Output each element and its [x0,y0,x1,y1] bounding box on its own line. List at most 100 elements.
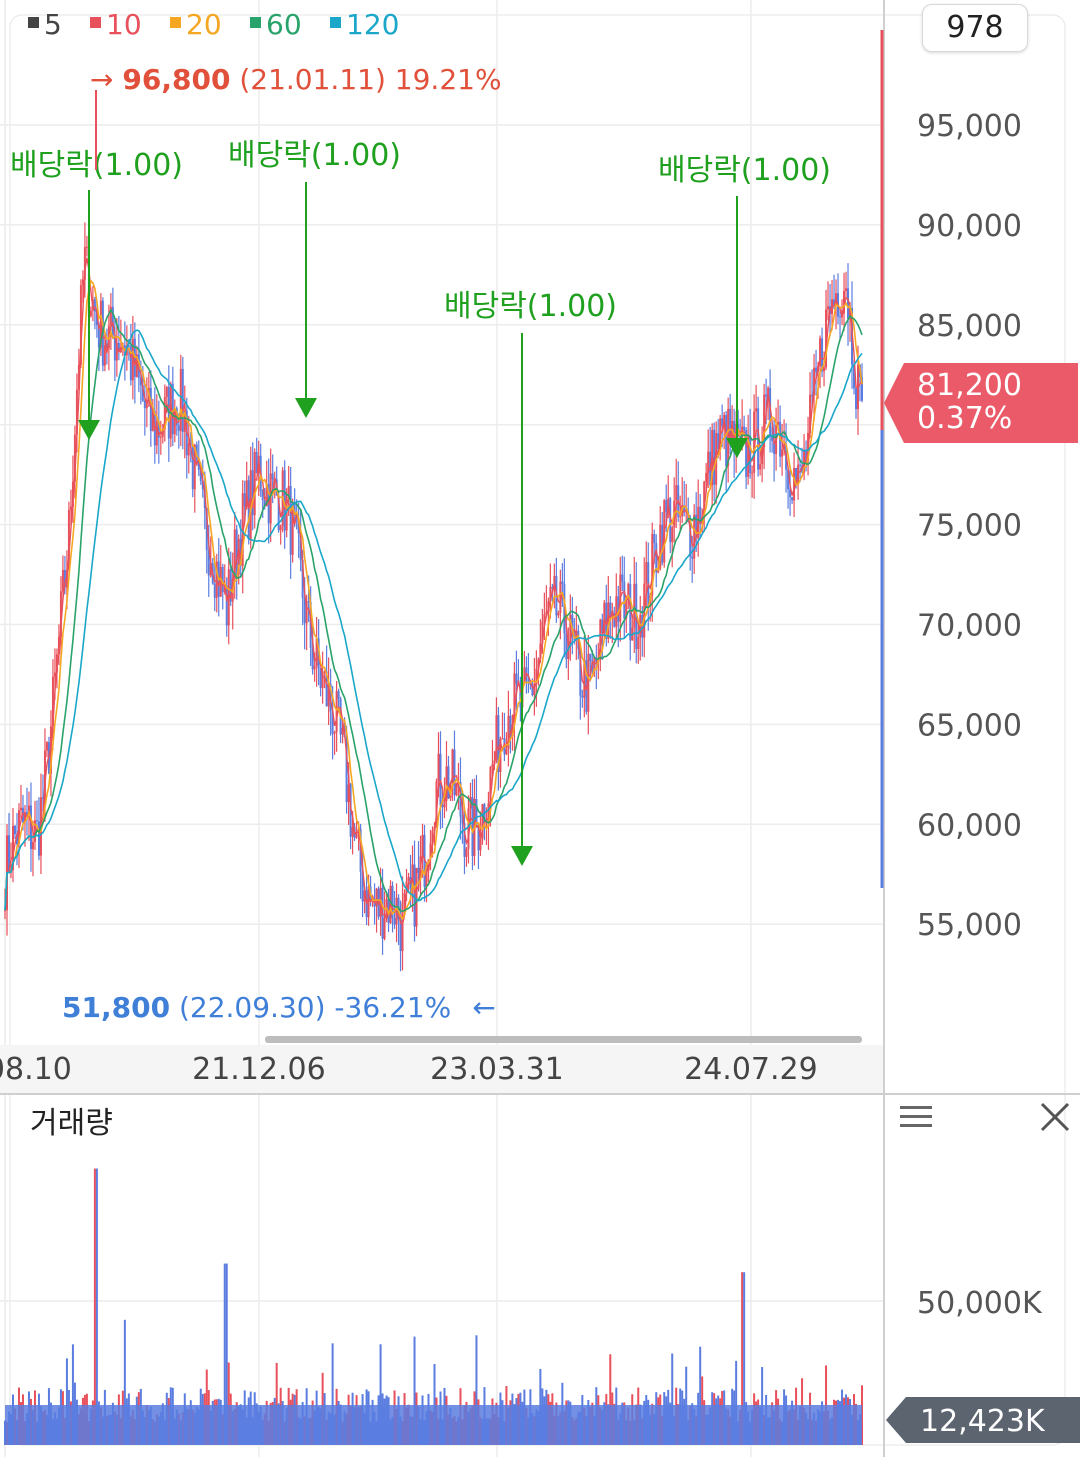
candle-body [181,368,184,432]
candle-body [199,469,202,481]
candle-body [315,638,318,666]
volume-current-badge: 12,423K [886,1397,1080,1443]
legend-label: 60 [266,8,302,41]
candle-body [755,408,758,412]
candle-body [279,526,282,531]
candle-body [421,834,424,857]
candle-body [583,660,586,698]
candle-body [581,695,584,698]
y-tick-label: 60,000 [917,808,1022,843]
volume-bar [671,1353,674,1445]
volume-bar [223,1263,226,1445]
candle-body [489,767,492,804]
candle-body [559,581,562,614]
candle-body [171,383,174,435]
y-tick-label: 65,000 [917,708,1022,743]
candle-body [537,659,540,669]
grid [0,0,884,1457]
candle-body [601,619,604,634]
current-change: 0.37% [917,401,1012,436]
dividend-label: 배당락(1.00) [444,289,617,324]
volume-bar [475,1335,478,1445]
candle-body [251,470,254,516]
candle-body [159,436,162,438]
candle-body [321,672,324,689]
high-arrow: → [90,63,113,96]
candle-body [391,885,394,919]
volume-bar [225,1263,228,1445]
candle-body [157,421,160,438]
y-tick-label: 55,000 [917,908,1022,943]
candle-body [529,683,532,685]
x-tick-label: 20.08.10 [0,1052,72,1087]
candle-body [67,509,70,570]
volume-bar [699,1346,702,1445]
candle-body [811,394,814,396]
candle-body [543,614,546,622]
candle-body [561,581,564,584]
scrollbar[interactable] [265,1036,862,1043]
close-icon[interactable] [1038,1100,1072,1134]
candle-body [299,533,302,560]
candle-body [393,918,396,925]
high-value: 96,800 [122,63,230,96]
candle-body [293,503,296,516]
candle-body [633,583,636,628]
candle-body [491,764,494,768]
candle-body [629,583,632,641]
dividend-arrow-head [78,420,100,440]
candle-body [291,503,294,555]
candle-body [407,877,410,882]
candle-body [783,444,786,450]
ma-line [4,257,863,926]
y-tick-label: 75,000 [917,509,1022,544]
candle-body [45,742,48,751]
candle-body [229,569,232,602]
low-date: (22.09.30) [179,991,326,1024]
candle-body [655,543,658,573]
candle-body [367,886,370,918]
candle-body [301,559,304,598]
candle-body [813,367,816,396]
y-tick-label: 70,000 [917,609,1022,644]
candle-body [335,691,338,733]
candle-body [651,533,654,596]
candle-body [417,867,420,873]
current-price: 81,200 [917,368,1022,403]
candle-body [341,728,344,735]
candle-body [475,799,478,827]
volume-bar [95,1168,98,1445]
candle-body [825,309,828,368]
legend-swatch [170,17,181,28]
candle-body [635,583,638,649]
candle-body [165,387,168,397]
candle-body [525,667,528,677]
menu-icon[interactable] [900,1106,932,1134]
candle-body [139,377,142,386]
candle-body [431,830,434,844]
candle-body [519,684,522,708]
candle-body [77,364,80,390]
candle-body [243,493,246,507]
dividend-arrow-head [295,398,317,418]
counter-badge[interactable]: 978 [922,4,1028,52]
candle-body [855,388,858,410]
candle-body [589,653,592,662]
volume-bar [413,1336,416,1445]
candle-body [7,835,10,873]
candle-body [551,587,554,589]
candle-body [523,667,526,677]
candle-body [501,738,504,740]
candle-body [507,715,510,749]
candle-body [765,394,768,397]
candle-body [287,486,290,495]
candle-body [549,587,552,602]
candle-body [447,766,450,799]
current-price-badge: 81,200 0.37% [884,363,1078,443]
candle-body [283,470,286,531]
candle-body [4,910,6,912]
candle-body [271,473,274,480]
candle-body [345,736,348,803]
candle-body [177,425,180,431]
